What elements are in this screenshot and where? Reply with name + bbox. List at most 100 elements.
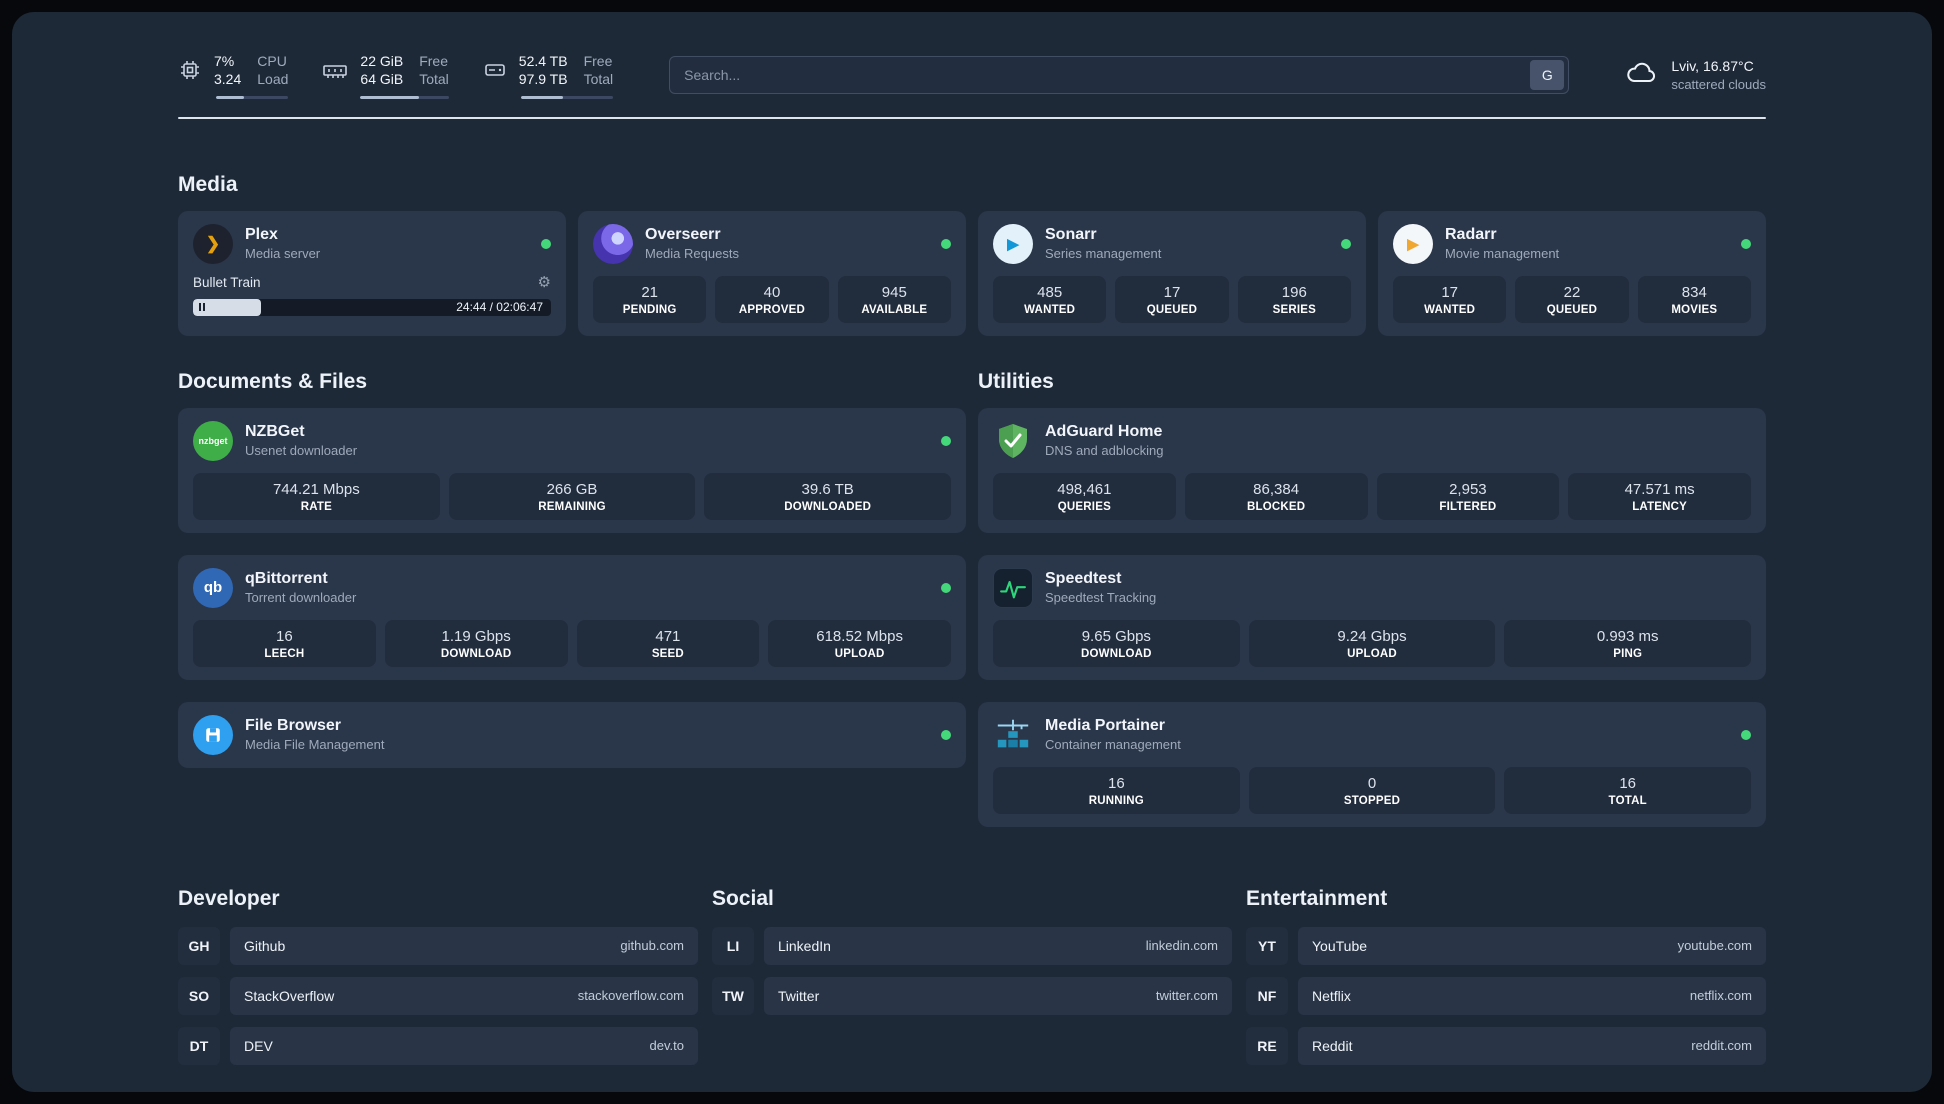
link-netflix[interactable]: NF Netflix netflix.com (1246, 976, 1766, 1015)
nzbget-icon: nzbget (193, 420, 233, 461)
link-name: YouTube (1312, 937, 1368, 954)
radarr-icon: ▶ (1393, 223, 1433, 264)
disk-free: 52.4 TB (518, 53, 568, 69)
search-input[interactable] (684, 67, 1531, 84)
app-title: Radarr (1445, 226, 1497, 244)
section-documents: Documents & Files nzbget NZBGet Usenet d… (178, 370, 966, 768)
app-card-qbittorrent[interactable]: qb qBittorrent Torrent downloader 16 LEE… (178, 554, 966, 680)
link-name: StackOverflow (244, 987, 335, 1004)
stat-stopped: 0 STOPPED (1248, 766, 1496, 814)
cpu-progress-track (216, 95, 289, 99)
cpu-load-avg: 3.24 (214, 71, 242, 88)
stat-approved: 40 APPROVED (715, 275, 829, 323)
link-twitter[interactable]: TW Twitter twitter.com (712, 976, 1232, 1015)
stat-series: 196 SERIES (1237, 275, 1351, 323)
link-stackoverflow[interactable]: SO StackOverflow stackoverflow.com (178, 976, 698, 1015)
app-title: NZBGet (245, 423, 305, 441)
app-subtitle: Usenet downloader (245, 443, 358, 459)
section-entertainment: Entertainment YT YouTube youtube.com NF … (1246, 887, 1766, 1065)
gear-icon[interactable]: ⚙ (537, 273, 551, 291)
link-url: reddit.com (1691, 1038, 1752, 1054)
app-title: qBittorrent (245, 570, 328, 588)
link-url: twitter.com (1155, 988, 1218, 1004)
cpu-monitor: 7% 3.24 CPU Load (178, 52, 289, 99)
app-card-overseerr[interactable]: Overseerr Media Requests 21 PENDING 40 A… (578, 210, 966, 336)
filebrowser-icon (193, 714, 233, 755)
stat-blocked: 86,384 BLOCKED (1184, 472, 1368, 520)
disk-progress-fill (520, 95, 564, 99)
app-card-speedtest[interactable]: Speedtest Speedtest Tracking 9.65 Gbps D… (978, 554, 1766, 680)
weather-widget[interactable]: Lviv, 16.87°C scattered clouds (1625, 57, 1766, 93)
app-subtitle: Media server (245, 246, 321, 262)
weather-location: Lviv, 16.87°C (1671, 58, 1754, 75)
link-url: youtube.com (1677, 938, 1752, 954)
stat-pending: 21 PENDING (593, 275, 707, 323)
status-dot (1741, 238, 1751, 249)
stat-filtered: 2,953 FILTERED (1376, 472, 1560, 520)
status-dot (1741, 729, 1751, 740)
link-name: LinkedIn (778, 937, 831, 954)
app-card-plex[interactable]: ❯ Plex Media server Bullet Train ⚙ (178, 210, 566, 336)
app-subtitle: Movie management (1445, 246, 1560, 262)
disk-monitor: 52.4 TB 97.9 TB Free Total (483, 52, 614, 99)
pause-icon (199, 303, 201, 312)
stat-upload: 618.52 Mbps UPLOAD (768, 619, 951, 667)
link-abbr: LI (712, 926, 754, 965)
app-title: Plex (245, 226, 278, 244)
stat-ping: 0.993 ms PING (1504, 619, 1752, 667)
cpu-progress-fill (216, 95, 244, 99)
link-abbr: TW (712, 976, 754, 1015)
disk-label-top: Free (583, 53, 613, 69)
sonarr-icon: ▶ (993, 223, 1033, 264)
cpu-percent: 7% (214, 53, 235, 69)
weather-condition: scattered clouds (1671, 77, 1766, 93)
stat-remaining: 266 GB REMAINING (448, 472, 696, 520)
disk-label-bottom: Total (583, 71, 614, 88)
section-title-media: Media (178, 172, 238, 196)
link-url: github.com (620, 938, 684, 954)
app-card-nzbget[interactable]: nzbget NZBGet Usenet downloader 744.21 M… (178, 407, 966, 533)
app-card-filebrowser[interactable]: File Browser Media File Management (178, 701, 966, 768)
disk-icon (483, 58, 507, 82)
header-divider (178, 116, 1766, 119)
app-title: File Browser (245, 717, 342, 735)
link-url: dev.to (649, 1038, 684, 1054)
dashboard: 7% 3.24 CPU Load 22 Gi (12, 12, 1932, 1092)
plex-icon: ❯ (193, 223, 233, 264)
status-dot (941, 435, 951, 446)
link-name: DEV (244, 1037, 273, 1054)
stat-wanted: 17 WANTED (1393, 275, 1507, 323)
link-name: Github (244, 937, 286, 954)
stat-total: 16 TOTAL (1504, 766, 1752, 814)
section-title-entertainment: Entertainment (1246, 886, 1388, 910)
search-provider-button[interactable]: G (1530, 60, 1565, 91)
app-subtitle: Series management (1045, 246, 1162, 262)
stat-latency: 47.571 ms LATENCY (1568, 472, 1751, 520)
ram-label-top: Free (419, 53, 449, 69)
link-linkedin[interactable]: LI LinkedIn linkedin.com (712, 926, 1232, 965)
playback-progress-bar[interactable]: 24:44 / 02:06:47 (193, 298, 551, 316)
app-card-adguard[interactable]: AdGuard Home DNS and adblocking 498,461 … (978, 407, 1766, 533)
link-abbr: GH (178, 926, 220, 965)
stat-downloaded: 39.6 TB DOWNLOADED (704, 472, 952, 520)
app-card-portainer[interactable]: Media Portainer Container management 16 … (978, 701, 1766, 827)
link-name: Reddit (1312, 1037, 1353, 1054)
ram-free: 22 GiB (360, 53, 404, 69)
ram-label-bottom: Total (419, 71, 449, 88)
ram-icon (322, 58, 348, 82)
disk-total: 97.9 TB (518, 71, 568, 88)
cloud-icon (1625, 60, 1659, 91)
section-developer: Developer GH Github github.com SO StackO… (178, 887, 698, 1065)
status-dot (941, 582, 951, 593)
link-github[interactable]: GH Github github.com (178, 926, 698, 965)
link-youtube[interactable]: YT YouTube youtube.com (1246, 926, 1766, 965)
link-reddit[interactable]: RE Reddit reddit.com (1246, 1026, 1766, 1065)
link-dev[interactable]: DT DEV dev.to (178, 1026, 698, 1065)
section-title-social: Social (712, 886, 774, 910)
link-abbr: SO (178, 976, 220, 1015)
stat-available: 945 AVAILABLE (837, 275, 951, 323)
app-card-radarr[interactable]: ▶ Radarr Movie management 17 WANTED 22 Q… (1378, 210, 1766, 336)
stat-seed: 471 SEED (576, 619, 760, 667)
app-card-sonarr[interactable]: ▶ Sonarr Series management 485 WANTED 17… (978, 210, 1366, 336)
cpu-label-bottom: Load (257, 71, 289, 88)
